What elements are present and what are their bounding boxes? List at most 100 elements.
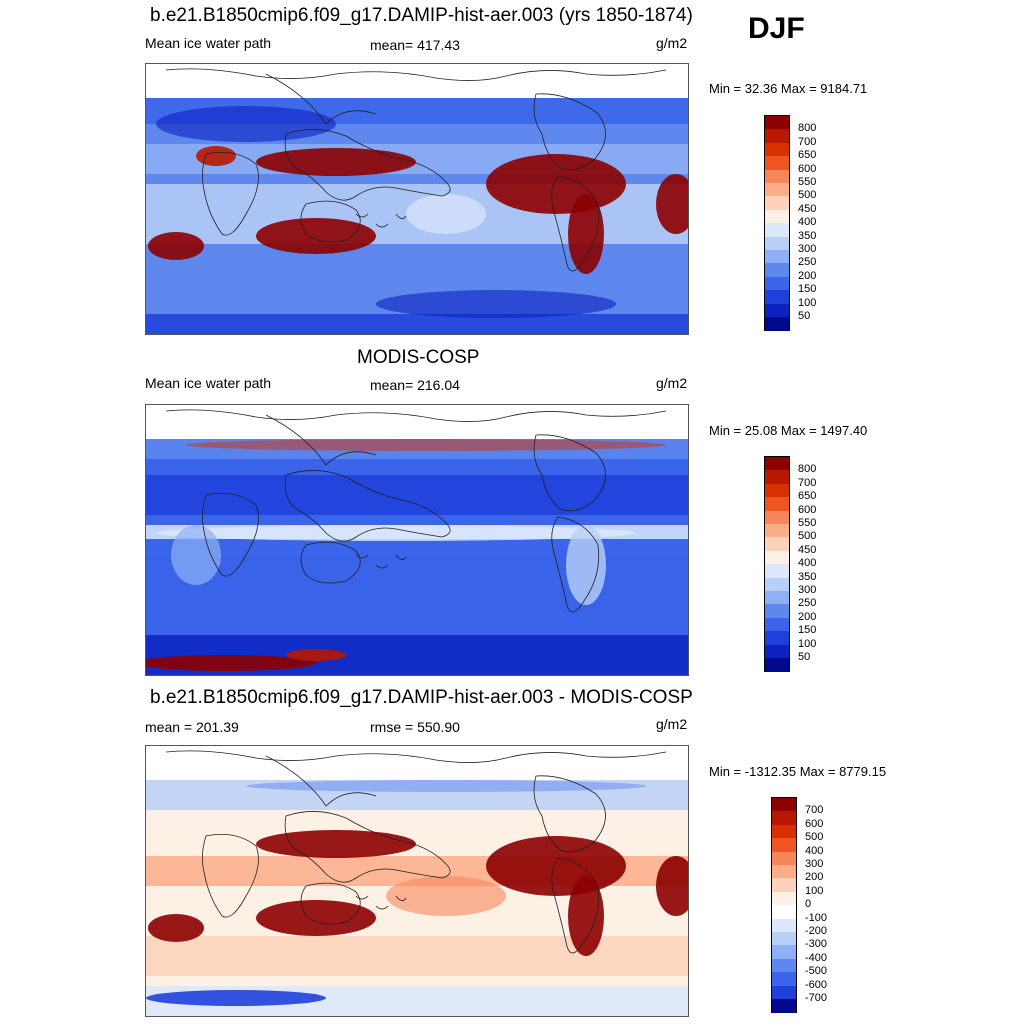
rmse-label: rmse = 550.90 [370, 719, 460, 735]
colorbar-swatch [772, 918, 796, 933]
colorbar-tick-label: 300 [798, 584, 817, 596]
colorbar-tick-label: 800 [798, 463, 817, 476]
colorbar-swatch [765, 263, 789, 278]
colorbar-swatch [765, 537, 789, 552]
colorbar-tick-label: -500 [805, 965, 828, 978]
colorbar-swatch [772, 932, 796, 946]
colorbar-swatch [765, 617, 789, 632]
colorbar-tick-label: 800 [798, 122, 817, 135]
colorbar-swatch [765, 470, 789, 485]
colorbar-tick-label: -700 [805, 992, 828, 1004]
colorbar-swatch [765, 497, 789, 512]
map-model [145, 63, 689, 335]
colorbar-swatch [772, 798, 796, 812]
colorbar-swatch [772, 811, 796, 826]
colorbar-swatch [772, 905, 796, 920]
panel-title: b.e21.B1850cmip6.f09_g17.DAMIP-hist-aer.… [150, 687, 693, 708]
colorbar-tick-label: 200 [798, 269, 817, 282]
colorbar-tick-label: 550 [798, 517, 817, 529]
colorbar-tick-label: 650 [798, 149, 817, 162]
mean-label: mean= 417.43 [370, 37, 460, 53]
colorbar-tick-label: 600 [805, 817, 824, 830]
colorbar-swatch [765, 223, 789, 238]
colorbar-swatch [765, 564, 789, 579]
colorbar-tick-label: 450 [798, 202, 817, 215]
colorbar-swatch [765, 290, 789, 305]
panel-title: b.e21.B1850cmip6.f09_g17.DAMIP-hist-aer.… [150, 5, 693, 26]
colorbar-tick-label: -300 [805, 938, 828, 951]
colorbar-tick-label: 350 [798, 229, 817, 242]
colorbar-tick-label: 250 [798, 597, 817, 610]
colorbar-tick-label: 700 [798, 476, 817, 489]
colorbar-swatch [772, 999, 796, 1013]
colorbar-tick-label: 500 [798, 189, 817, 202]
colorbar-swatch [772, 985, 796, 1000]
colorbar-tick-label: -100 [805, 911, 828, 924]
colorbar-tick-label: 400 [798, 216, 817, 229]
colorbar-tick-label: -400 [805, 951, 828, 964]
variable-label: Mean ice water path [145, 375, 272, 391]
colorbar-tick-label: 150 [798, 283, 817, 296]
colorbar-tick-label: 50 [798, 651, 811, 663]
minmax-label: Min = 25.08 Max = 1497.40 [709, 423, 868, 438]
colorbar-tick-label: 600 [798, 162, 817, 175]
colorbar-tick-label: 700 [798, 135, 817, 148]
colorbar-tick-label: 200 [798, 610, 817, 623]
colorbar-box [764, 115, 790, 332]
colorbar-swatch [765, 510, 789, 525]
colorbar-tick-label: 0 [805, 898, 812, 911]
colorbar-box [771, 797, 797, 1014]
colorbar-swatch [765, 196, 789, 211]
season-label: DJF [748, 12, 805, 45]
colorbar-tick-label: 500 [798, 530, 817, 543]
colorbar-swatch [765, 250, 789, 264]
colorbar-tick-label: 200 [805, 871, 824, 884]
colorbar-tick-label: 100 [798, 296, 817, 309]
colorbar-swatch [765, 317, 789, 331]
units-label: g/m2 [656, 716, 688, 732]
colorbar-tick-label: 150 [798, 624, 817, 637]
colorbar-swatch [765, 483, 789, 498]
colorbar-tick-label: 700 [805, 804, 824, 817]
colorbar-swatch [772, 824, 796, 839]
colorbar-swatch [765, 183, 789, 197]
colorbar-swatch [765, 604, 789, 619]
colorbar-swatch [765, 169, 789, 184]
colorbar-swatch [765, 631, 789, 646]
colorbar-swatch [772, 945, 796, 960]
colorbar-swatch [765, 156, 789, 171]
mean-label: mean= 216.04 [370, 377, 460, 393]
colorbar-swatch [772, 865, 796, 879]
units-label: g/m2 [656, 375, 688, 391]
colorbar-swatch [765, 303, 789, 318]
colorbar-swatch [765, 524, 789, 538]
colorbar-tick-label: 250 [798, 256, 817, 269]
units-label: g/m2 [656, 35, 688, 51]
mean-label: mean = 201.39 [145, 719, 239, 735]
colorbar-swatch [772, 838, 796, 853]
colorbar-swatch [765, 116, 789, 130]
colorbar-swatch [765, 457, 789, 471]
colorbar-tick-label: 600 [798, 503, 817, 516]
colorbar-swatch [772, 851, 796, 866]
colorbar-tick-label: 100 [805, 884, 824, 897]
colorbar-swatch [772, 972, 796, 987]
minmax-label: Min = -1312.35 Max = 8779.15 [709, 764, 887, 779]
colorbar-swatch [765, 129, 789, 144]
colorbar-tick-label: 100 [798, 637, 817, 650]
colorbar-tick-label: 550 [798, 176, 817, 188]
colorbar-tick-label: 300 [805, 858, 824, 870]
map-diff [145, 745, 689, 1017]
minmax-label: Min = 32.36 Max = 9184.71 [709, 81, 868, 96]
colorbar-tick-label: 650 [798, 490, 817, 503]
colorbar-tick-label: 450 [798, 543, 817, 556]
panel-title: MODIS-COSP [357, 347, 480, 368]
colorbar-swatch [765, 236, 789, 251]
colorbar-tick-label: 400 [805, 844, 824, 857]
colorbar-swatch [765, 142, 789, 157]
map-obs [145, 404, 689, 676]
colorbar-swatch [765, 209, 789, 224]
colorbar-swatch [772, 958, 796, 973]
colorbar-swatch [765, 550, 789, 565]
colorbar-swatch [765, 658, 789, 672]
